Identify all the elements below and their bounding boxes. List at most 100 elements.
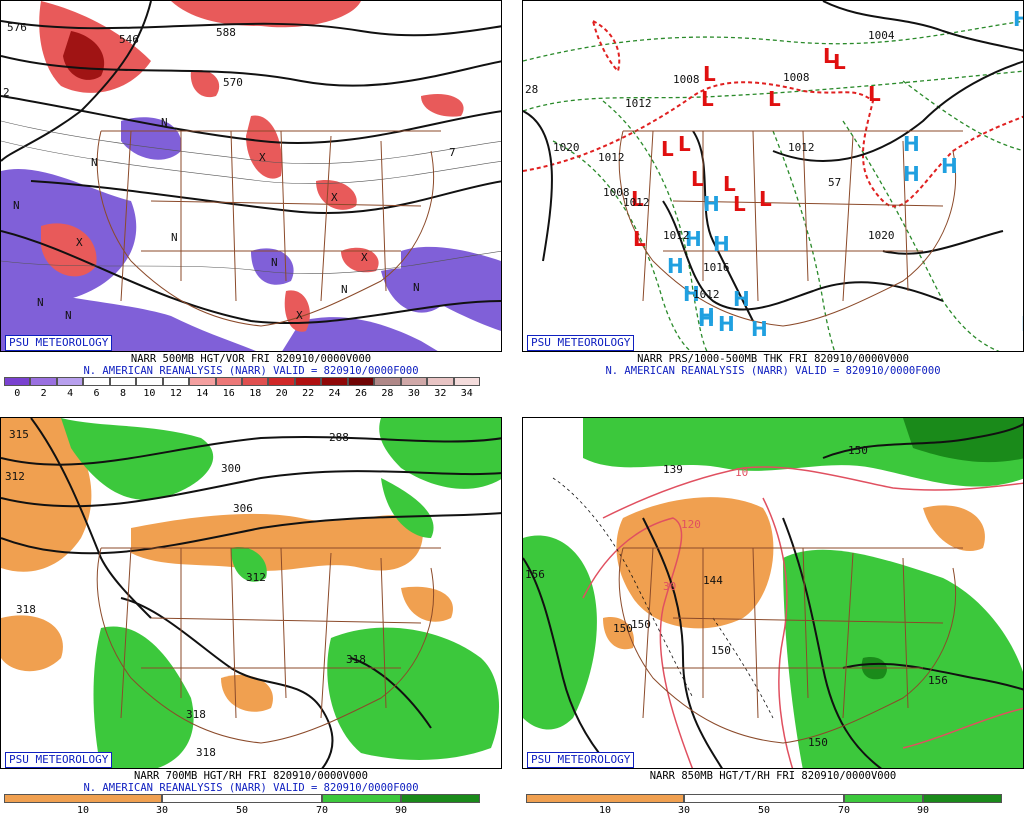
- high-marker: H: [1021, 312, 1024, 336]
- moist-region-canada: [61, 418, 214, 500]
- scale-swatch: [347, 377, 375, 386]
- high-marker: H: [683, 282, 700, 306]
- panel-850mb-t-rh: 156 150 144 150 150 150 156 150 120 10 3…: [522, 417, 1024, 819]
- scale-tick: 50: [757, 805, 771, 816]
- color-scale-rh: [526, 794, 1002, 803]
- low-marker: L: [823, 44, 836, 68]
- high-marker: H: [698, 304, 715, 328]
- scale-swatch: [215, 377, 242, 386]
- height-label: 2: [3, 86, 10, 99]
- scale-swatch: [268, 377, 295, 386]
- moist-region-plains: [231, 547, 267, 582]
- high-marker: H: [698, 307, 715, 331]
- dry-region-pacific: [1, 615, 63, 672]
- height-label: 156: [525, 568, 545, 581]
- extreme-marker: N: [13, 199, 20, 212]
- height-label: 150: [848, 444, 868, 457]
- scale-tick: 20: [275, 388, 288, 399]
- scale-swatch: [374, 377, 401, 386]
- extreme-marker: X: [361, 251, 368, 264]
- extreme-marker: N: [91, 156, 98, 169]
- vort-positive-northeast: [421, 93, 464, 117]
- isobar-label: 1012: [693, 288, 720, 301]
- scale-swatch: [294, 377, 322, 386]
- extreme-marker: N: [171, 231, 178, 244]
- scale-tick: 8: [119, 388, 127, 399]
- extreme-marker: N: [161, 116, 168, 129]
- state-boundaries: [96, 547, 441, 744]
- isobar-label: 1012: [598, 151, 625, 164]
- scale-tick: 2: [40, 388, 47, 399]
- moist-region-southeast: [327, 627, 500, 760]
- isobar-label: 28: [525, 83, 538, 96]
- isobar-label: 1012: [625, 97, 652, 110]
- high-marker: H: [685, 227, 702, 251]
- extreme-marker: X: [76, 236, 83, 249]
- extreme-marker: X: [259, 151, 266, 164]
- scale-tick: 16: [222, 388, 235, 399]
- scale-swatch: [242, 377, 269, 386]
- map-850mb: 156 150 144 150 150 150 156 150 120 10 3…: [522, 417, 1024, 769]
- low-marker: L: [703, 62, 716, 86]
- low-marker: L: [631, 187, 644, 211]
- height-label: 150: [711, 644, 731, 657]
- caption-valid: N. AMERICAN REANALYSIS (NARR) VALID = 82…: [83, 365, 419, 377]
- color-scale-ticks: 10 30 50 70 90: [4, 805, 480, 817]
- color-scale-vorticity: [4, 377, 480, 386]
- scale-tick: 18: [249, 388, 262, 399]
- scale-tick: 90: [394, 805, 408, 816]
- height-label: 144: [703, 574, 723, 587]
- map-700mb: 312 288 300 306 312 318 318 318 318 315 …: [0, 417, 502, 769]
- scale-tick: 28: [381, 388, 394, 399]
- thickness-contours: [523, 20, 1023, 351]
- dry-region-northeast: [923, 505, 985, 552]
- scale-swatch: [453, 377, 480, 386]
- low-marker: L: [733, 192, 746, 216]
- scale-tick: 30: [677, 805, 691, 816]
- height-label: 150: [631, 618, 651, 631]
- moist-region-quebec: [379, 418, 501, 489]
- vort-positive-west: [41, 223, 97, 277]
- scale-tick: 50: [235, 805, 249, 816]
- extreme-marker: N: [341, 283, 348, 296]
- extreme-marker: N: [65, 309, 72, 322]
- caption-product: NARR PRS/1000-500MB THK FRI 820910/0000V…: [637, 353, 909, 365]
- scale-tick: 10: [76, 805, 90, 816]
- dry-region-central: [131, 513, 423, 571]
- low-marker: L: [691, 167, 704, 191]
- scale-swatch: [56, 377, 84, 386]
- extreme-marker: N: [271, 256, 278, 269]
- height-label: 139: [663, 463, 683, 476]
- low-marker: L: [759, 187, 772, 211]
- scale-tick: 22: [302, 388, 315, 399]
- height-label: 300: [221, 462, 241, 475]
- moist-region-greatlakes: [381, 478, 434, 538]
- extreme-marker: X: [296, 309, 303, 322]
- dry-region-west: [1, 418, 92, 572]
- high-marker: H: [903, 162, 920, 186]
- low-marker: L: [768, 87, 781, 111]
- isobar-labels: 1004 1008 1008 1012 1012 1020 1020 1012 …: [525, 29, 895, 301]
- vort-negative-east: [401, 246, 501, 331]
- map-canvas: 576 546 588 570 2 7 N X N N X N N N N X …: [1, 1, 501, 351]
- dry-region-texas: [221, 674, 273, 712]
- height-label: 570: [223, 76, 243, 89]
- caption-valid: N. AMERICAN REANALYSIS (NARR) VALID = 82…: [605, 365, 941, 377]
- scale-tick: 34: [460, 388, 473, 399]
- scale-tick: 0: [14, 388, 21, 399]
- scale-swatch: [30, 377, 57, 386]
- isobar-label: 1008: [603, 186, 630, 199]
- low-marker: L: [868, 82, 881, 106]
- caption-product: NARR 850MB HGT/T/RH FRI 820910/0000V000: [649, 770, 897, 782]
- scale-tick: 32: [434, 388, 447, 399]
- height-labels: 312 288 300 306 312 318 318 318 318 315: [5, 428, 366, 759]
- extreme-marker: N: [37, 296, 44, 309]
- high-marker: H: [718, 312, 735, 336]
- vort-positive-canada: [171, 1, 361, 28]
- map-500mb: 576 546 588 570 2 7 N X N N X N N N N X …: [0, 0, 502, 352]
- height-label: 318: [346, 653, 366, 666]
- scale-tick: 12: [169, 388, 182, 399]
- color-scale-ticks: 10 30 50 70 90: [526, 805, 1002, 817]
